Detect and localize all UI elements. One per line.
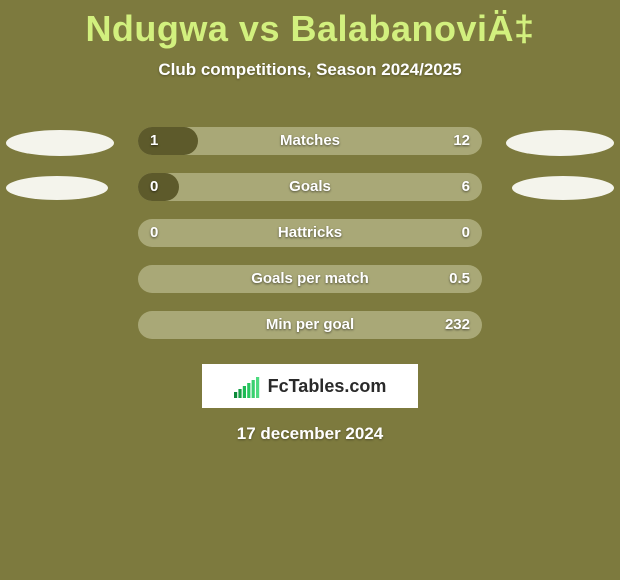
stat-value-right: 6 — [462, 173, 470, 201]
stat-value-right: 0.5 — [449, 265, 470, 293]
page-title: Ndugwa vs BalabanoviÄ‡ — [0, 0, 620, 50]
stat-label: Matches — [138, 127, 482, 155]
stat-value-left: 0 — [150, 219, 158, 247]
stat-row: Goals0 6 — [0, 164, 620, 210]
stat-value-left: 1 — [150, 127, 158, 155]
stat-label: Min per goal — [138, 311, 482, 339]
stat-row: Min per goal232 — [0, 302, 620, 348]
player-ellipse-left — [6, 176, 108, 200]
stat-value-left: 0 — [150, 173, 158, 201]
date-text: 17 december 2024 — [0, 424, 620, 444]
stat-row: Hattricks0 0 — [0, 210, 620, 256]
player-ellipse-left — [6, 130, 114, 156]
page-subtitle: Club competitions, Season 2024/2025 — [0, 60, 620, 80]
watermark-chart-icon — [234, 374, 262, 398]
stat-label: Hattricks — [138, 219, 482, 247]
watermark: FcTables.com — [202, 364, 418, 408]
watermark-text: FcTables.com — [268, 376, 387, 397]
stat-row: Goals per match0.5 — [0, 256, 620, 302]
player-ellipse-right — [512, 176, 614, 200]
stat-label: Goals per match — [138, 265, 482, 293]
stat-value-right: 232 — [445, 311, 470, 339]
stat-label: Goals — [138, 173, 482, 201]
player-ellipse-right — [506, 130, 614, 156]
stat-rows: Matches112Goals06Hattricks00Goals per ma… — [0, 118, 620, 348]
stat-value-right: 12 — [453, 127, 470, 155]
stat-value-right: 0 — [462, 219, 470, 247]
stat-row: Matches1 12 — [0, 118, 620, 164]
